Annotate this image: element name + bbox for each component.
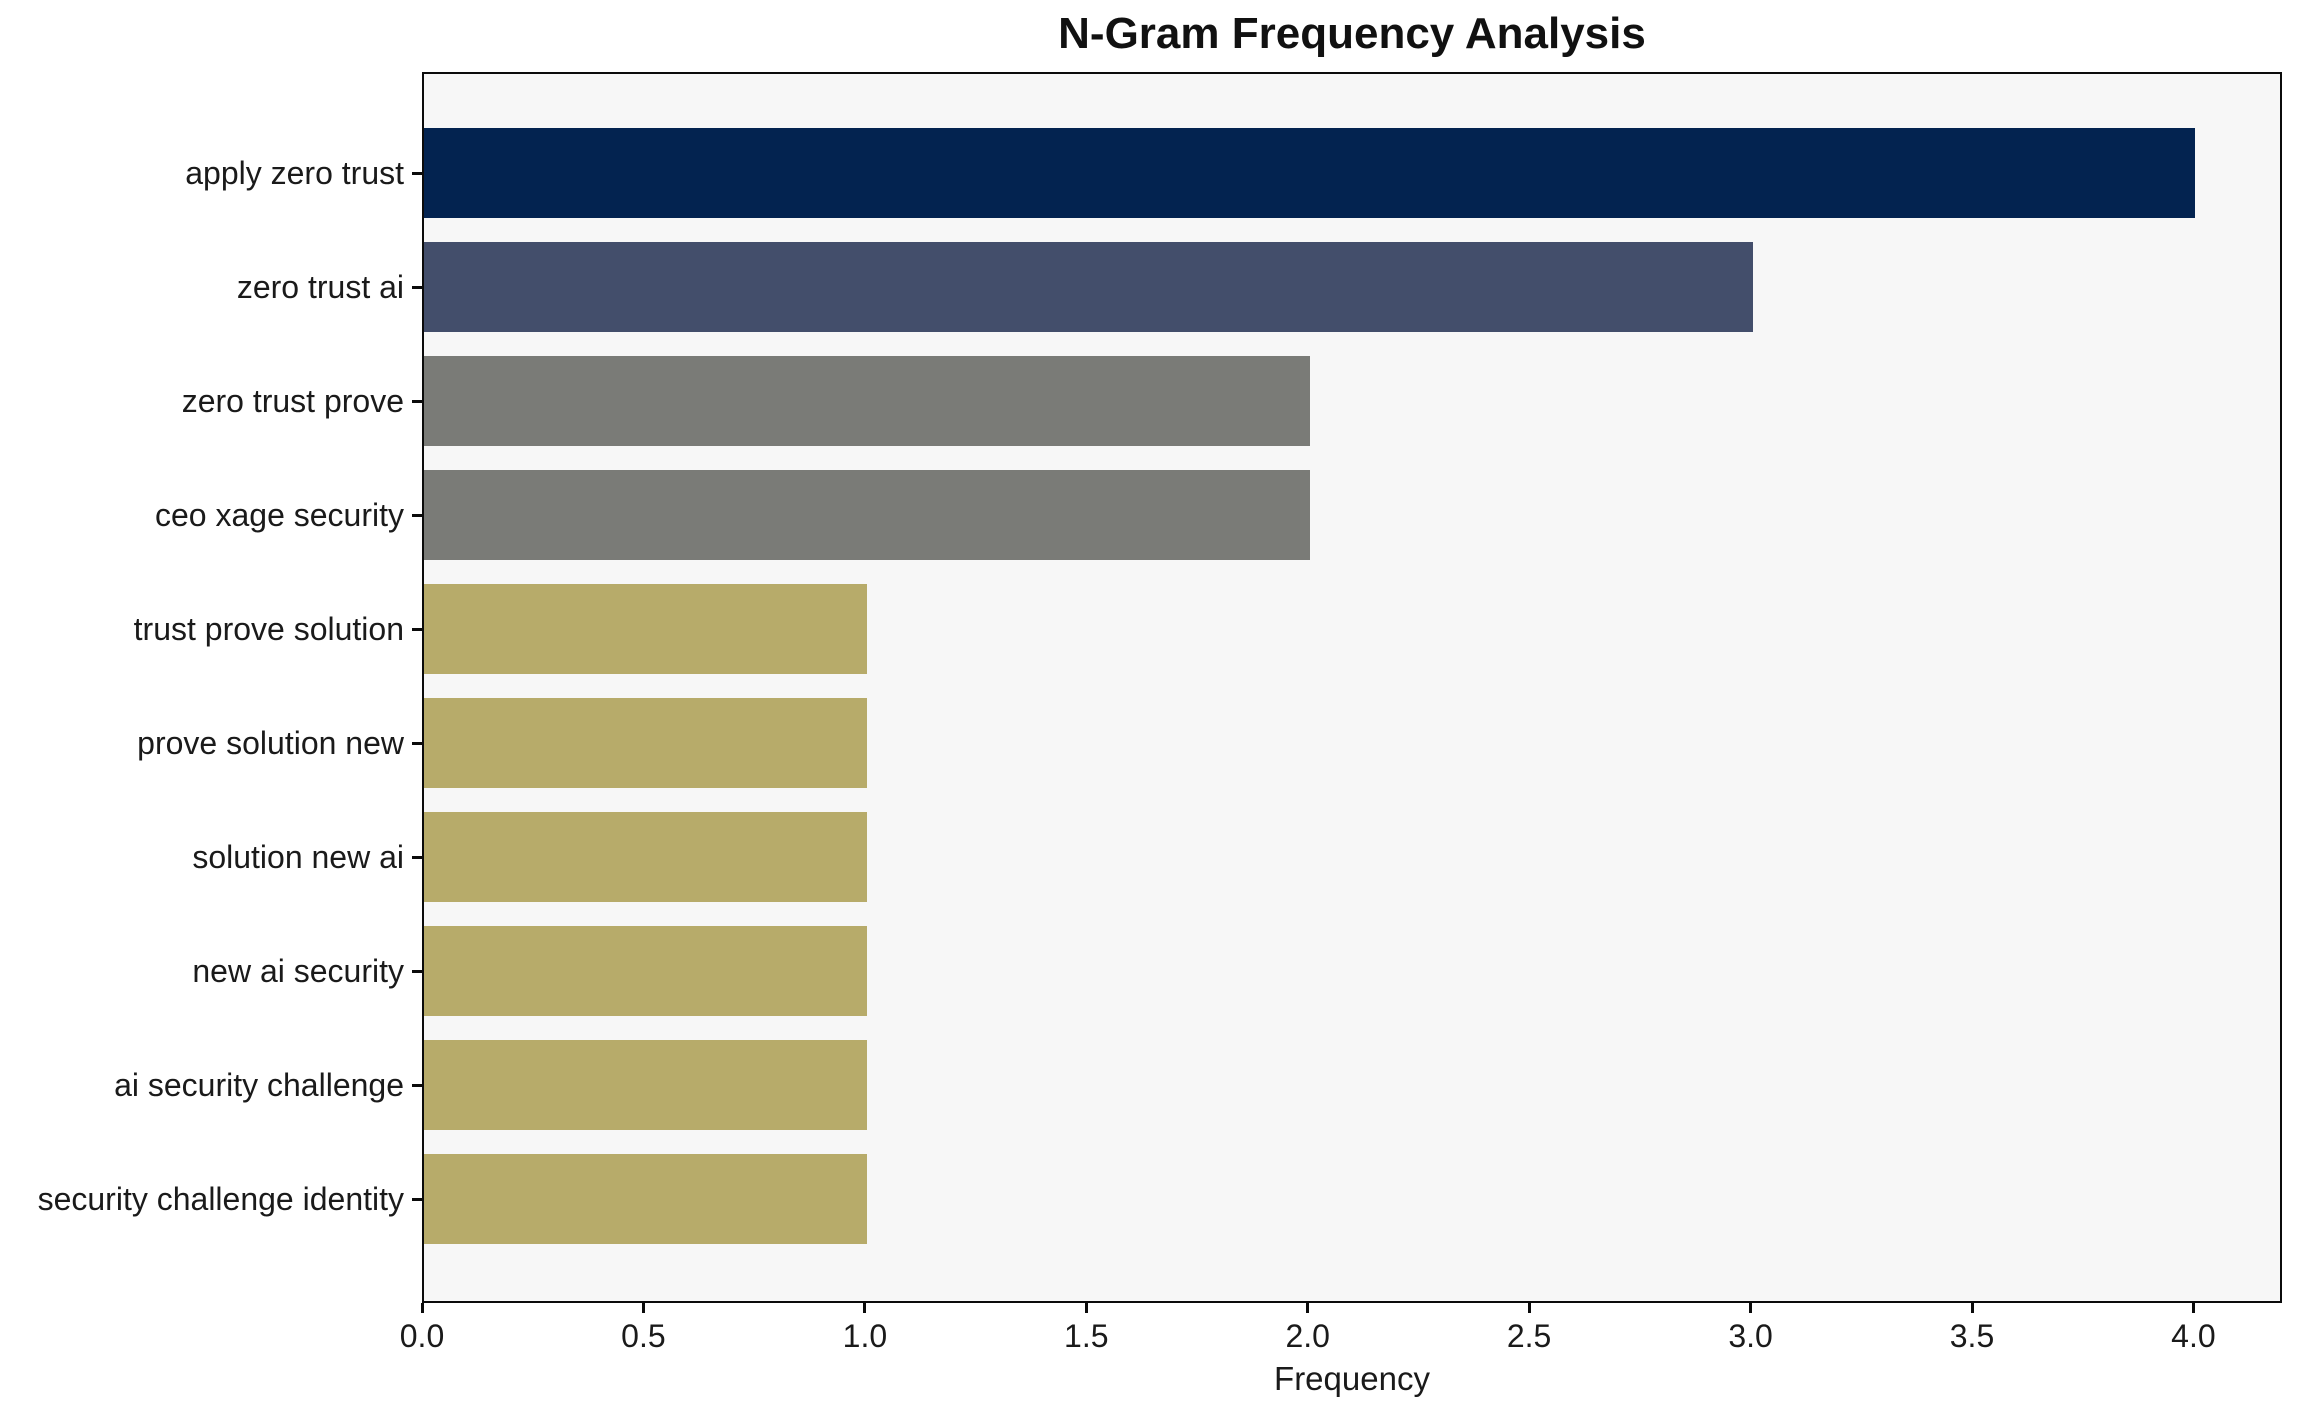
x-tick-label: 3.0 [1728, 1318, 1773, 1354]
y-tick-mark [412, 742, 422, 745]
x-tick-label: 2.5 [1506, 1318, 1552, 1354]
bar-zero-trust-prove [424, 356, 1310, 446]
x-tick-label: 1.0 [842, 1318, 888, 1354]
x-tick-mark [863, 1303, 867, 1313]
x-tick-mark [1084, 1303, 1088, 1313]
bar-solution-new-ai [424, 812, 867, 902]
x-tick-label: 1.5 [1064, 1318, 1109, 1354]
y-tick-mark [412, 1084, 422, 1087]
bar-prove-solution-new [424, 698, 867, 788]
y-tick-mark [412, 1198, 422, 1201]
y-tick-label: ceo xage security [154, 497, 404, 533]
bar-ai-security-challenge [424, 1040, 867, 1130]
y-tick-mark [412, 286, 422, 289]
y-tick-mark [412, 172, 422, 175]
x-tick-mark [420, 1303, 424, 1313]
plot-area [422, 72, 2282, 1303]
x-tick-mark [2191, 1303, 2195, 1313]
y-tick-mark [412, 970, 422, 973]
x-axis-label: Frequency [1274, 1360, 1430, 1397]
y-tick-mark [412, 400, 422, 403]
bar-new-ai-security [424, 926, 867, 1016]
bar-zero-trust-ai [424, 242, 1753, 332]
y-tick-label: zero trust prove [181, 383, 404, 419]
y-tick-label: zero trust ai [236, 269, 404, 305]
y-tick-label: trust prove solution [133, 611, 404, 647]
x-tick-mark [1527, 1303, 1531, 1313]
y-tick-label: ai security challenge [114, 1067, 404, 1103]
x-tick-mark [1306, 1303, 1310, 1313]
x-tick-label: 0.5 [621, 1318, 666, 1354]
y-tick-label: prove solution new [137, 725, 404, 761]
y-tick-label: security challenge identity [37, 1181, 404, 1217]
bar-ceo-xage-security [424, 470, 1310, 560]
y-tick-mark [412, 856, 422, 859]
x-tick-label: 3.5 [1949, 1318, 1995, 1354]
y-tick-label: solution new ai [192, 839, 404, 875]
x-tick-mark [1749, 1303, 1753, 1313]
y-tick-mark [412, 628, 422, 631]
bar-security-challenge-identity [424, 1154, 867, 1244]
y-tick-mark [412, 514, 422, 517]
x-tick-label: 4.0 [2171, 1318, 2216, 1354]
x-tick-label: 2.0 [1285, 1318, 1330, 1354]
chart-title: N-Gram Frequency Analysis [1058, 9, 1646, 58]
x-tick-mark [641, 1303, 645, 1313]
x-tick-label: 0.0 [399, 1318, 445, 1354]
bar-trust-prove-solution [424, 584, 867, 674]
x-tick-mark [1970, 1303, 1974, 1313]
bar-apply-zero-trust [424, 128, 2196, 218]
y-tick-label: apply zero trust [185, 155, 404, 191]
y-tick-label: new ai security [192, 953, 404, 989]
